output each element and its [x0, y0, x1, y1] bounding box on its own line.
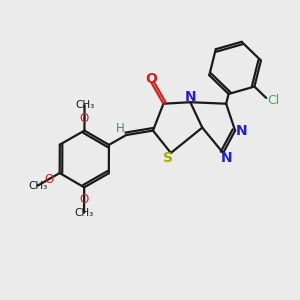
Text: O: O [44, 173, 53, 186]
Text: CH₃: CH₃ [74, 208, 94, 218]
Text: O: O [146, 72, 158, 86]
Text: H: H [116, 122, 125, 135]
Text: CH₃: CH₃ [75, 100, 94, 110]
Text: O: O [80, 194, 89, 206]
Text: O: O [80, 112, 89, 124]
Text: CH₃: CH₃ [28, 181, 47, 190]
Text: S: S [163, 152, 173, 165]
Text: N: N [184, 90, 196, 104]
Text: N: N [220, 152, 232, 165]
Text: N: N [236, 124, 248, 138]
Text: Cl: Cl [268, 94, 280, 106]
